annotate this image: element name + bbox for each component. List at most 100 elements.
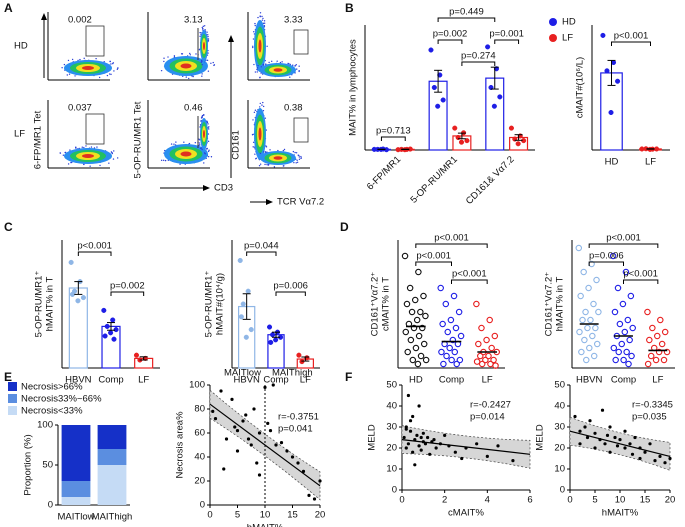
cell-dot (254, 109, 257, 111)
cell-dot (203, 25, 206, 27)
data-point (434, 446, 438, 450)
y-tick-label: 30 (386, 422, 397, 433)
cell-dot (252, 38, 255, 40)
p-value: p<0.001 (606, 233, 641, 244)
cell-dot (212, 61, 214, 64)
data-point (404, 427, 408, 431)
arrow-head (266, 199, 273, 205)
cell-dot (163, 57, 165, 59)
cell-dot (108, 73, 111, 75)
data-point (244, 413, 248, 417)
cell-dot (253, 31, 255, 33)
data-point (608, 425, 612, 429)
y-tick-label: 50 (554, 380, 565, 391)
data-point (108, 330, 114, 336)
data-point (590, 352, 598, 360)
cell-dot (253, 146, 256, 148)
cell-dot (259, 12, 262, 14)
data-point (616, 320, 624, 328)
cell-dot (160, 159, 163, 162)
legend-swatch (8, 406, 17, 415)
cell-dot (207, 127, 209, 129)
data-point (417, 308, 424, 316)
density (82, 154, 94, 158)
data-point (406, 393, 410, 398)
gate (293, 29, 309, 55)
cell-dot (110, 63, 112, 65)
data-point (508, 125, 514, 131)
cell-dot (298, 65, 300, 67)
data-point (613, 435, 617, 440)
arrow-head (41, 13, 47, 20)
data-point (411, 296, 419, 304)
cell-dot (276, 60, 278, 62)
data-point (621, 328, 629, 336)
x-tick-label: LF (645, 157, 656, 168)
cell-dot (264, 117, 267, 119)
y-tick-label: 20 (194, 476, 205, 487)
data-point (415, 268, 422, 276)
data-point (653, 459, 657, 463)
cell-dot (283, 165, 285, 167)
data-point (255, 461, 259, 465)
data-point (237, 257, 243, 264)
bracket (461, 61, 496, 66)
data-point (643, 450, 647, 454)
data-point (583, 425, 587, 429)
cell-dot (208, 128, 210, 130)
cell-dot (63, 63, 66, 66)
cell-dot (182, 75, 184, 78)
cell-dot (207, 140, 210, 143)
x-tick-label: MAIThigh (92, 512, 133, 523)
cell-dot (210, 156, 213, 158)
bracket (110, 291, 145, 296)
data-point (437, 72, 443, 78)
p-value: p=0.006 (589, 251, 624, 262)
y-tick-label: 40 (386, 401, 397, 412)
bracket (415, 261, 452, 266)
x-tick-label: LF (300, 375, 311, 386)
data-point (257, 473, 262, 477)
data-point (581, 336, 588, 344)
x-tick-label: 5 (592, 495, 597, 506)
cell-dot (254, 22, 256, 25)
x-tick-label: 5 (235, 510, 240, 521)
cell-dot (68, 73, 71, 75)
data-point (573, 414, 577, 419)
data-point (654, 332, 661, 340)
cell-dot (213, 64, 216, 66)
panel-letter: B (345, 1, 354, 15)
cell-dot (207, 70, 210, 72)
cell-dot (210, 62, 212, 64)
cell-dot (283, 148, 286, 151)
data-point (271, 383, 275, 387)
cell-dot (257, 16, 259, 19)
cell-dot (262, 110, 265, 112)
x-tick-label: Comp (263, 375, 288, 386)
legend-label: Necrosis>66% (21, 382, 83, 393)
data-point (458, 139, 465, 145)
x-tick-label: 0 (567, 495, 572, 506)
data-point (402, 328, 410, 336)
x-tick-label: 2 (442, 495, 447, 506)
cell-dot (206, 31, 208, 33)
y-tick-label: 50 (386, 380, 397, 391)
data-point (473, 358, 481, 365)
data-point (453, 450, 457, 454)
data-point (623, 348, 630, 356)
cell-dot (265, 145, 267, 147)
y-axis-label: Proportion (%) (23, 434, 34, 495)
data-point (590, 300, 597, 308)
y-tick-label: 40 (194, 452, 205, 463)
cell-dot (259, 15, 261, 17)
data-point (622, 268, 630, 276)
bracket (588, 261, 624, 266)
p-value: p=0.001 (489, 29, 524, 40)
data-point (404, 446, 408, 450)
data-point (611, 308, 619, 316)
cell-dot (195, 53, 197, 55)
data-point (492, 362, 499, 369)
cell-dot (256, 67, 259, 69)
data-point (515, 141, 521, 147)
y-tick-label: 0 (48, 500, 53, 511)
